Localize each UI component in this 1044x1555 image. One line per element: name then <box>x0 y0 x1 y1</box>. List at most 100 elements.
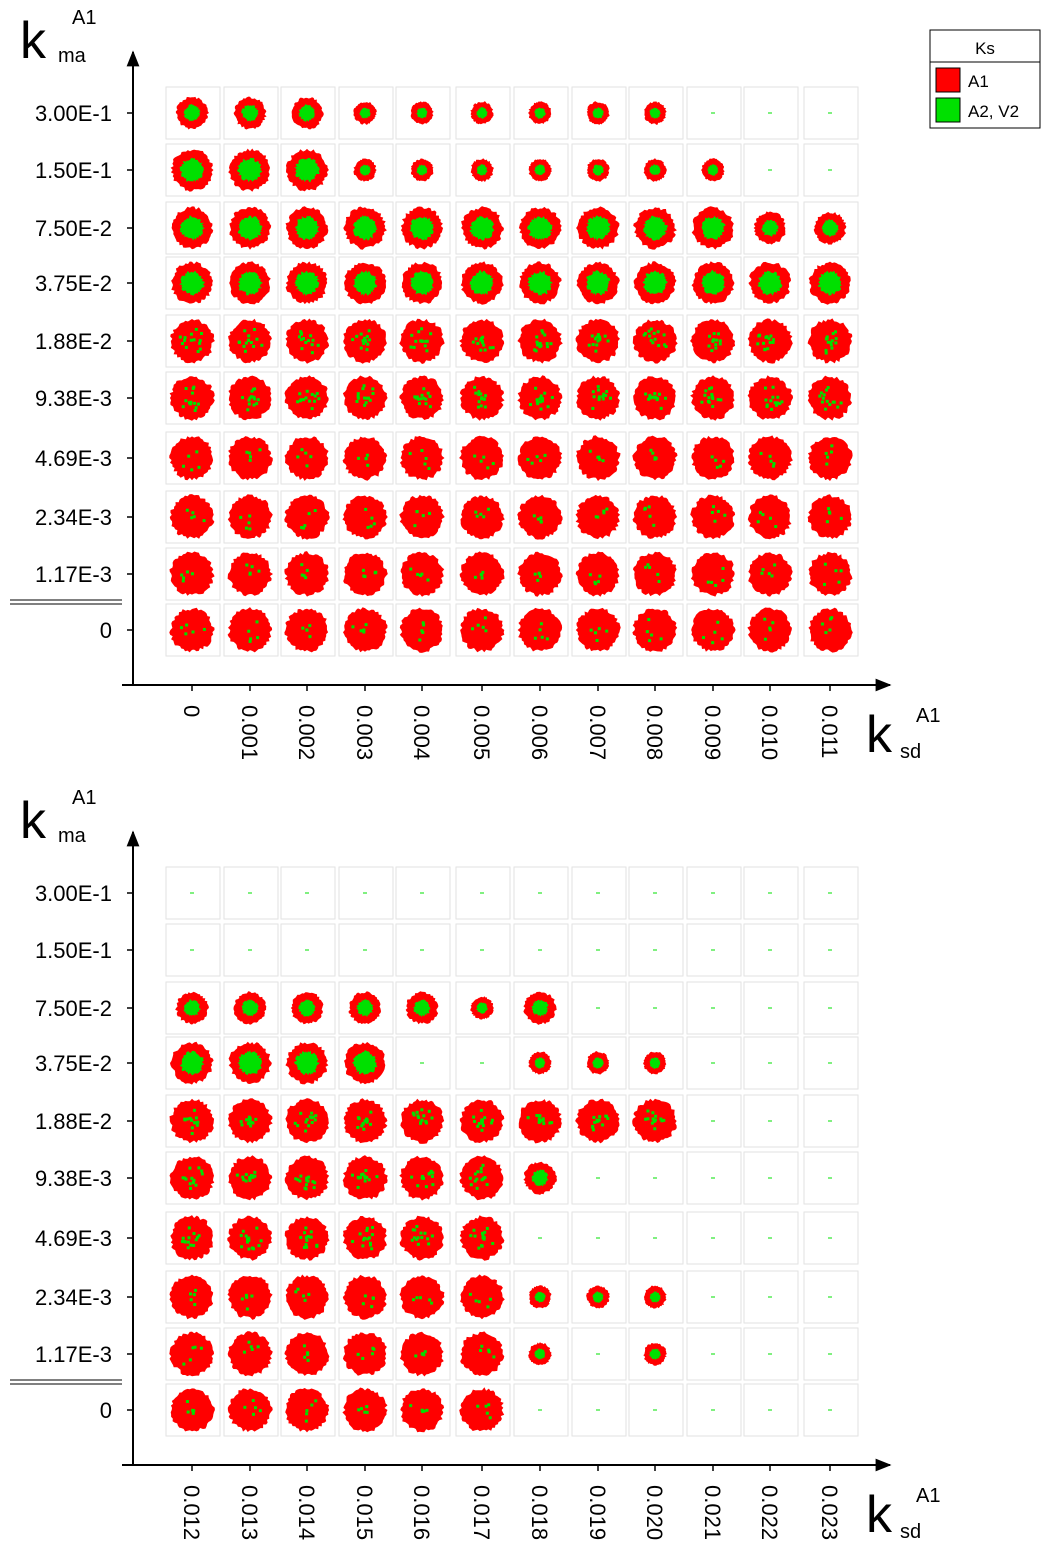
blob-speck <box>828 403 832 407</box>
y-tick-label: 2.34E-3 <box>35 1285 112 1310</box>
blob-speck <box>183 1117 187 1121</box>
blob-speck <box>304 1419 308 1423</box>
blob-speck <box>363 1176 367 1180</box>
thumbnail <box>395 603 451 657</box>
blob-speck <box>245 1307 249 1311</box>
blob-speck <box>818 394 822 398</box>
blob-speck <box>186 1246 190 1250</box>
blob-speck <box>707 396 711 400</box>
blob-speck <box>763 637 767 641</box>
blob-speck <box>367 1178 371 1182</box>
blob-speck <box>710 395 714 399</box>
thumbnail <box>395 143 451 197</box>
blob-speck <box>189 1298 193 1302</box>
blob-speck <box>191 391 195 395</box>
blob-speck <box>476 1124 480 1128</box>
blob-speck <box>548 1121 552 1125</box>
blob-speck <box>301 626 305 630</box>
blob-speck <box>194 1183 198 1187</box>
thumbnail <box>513 1211 569 1265</box>
blob-speck <box>365 1405 369 1409</box>
blob-speck <box>535 400 539 404</box>
blob-speck <box>299 1111 303 1115</box>
blob-speck <box>481 335 485 339</box>
blob-speck <box>606 1116 610 1120</box>
blob-speck <box>420 448 424 452</box>
thumbnail <box>455 981 511 1035</box>
blob-core <box>817 270 842 296</box>
blob-speck <box>305 628 309 632</box>
blob-speck <box>361 1356 365 1360</box>
blob-speck <box>420 339 424 343</box>
blob-speck <box>411 1111 415 1115</box>
blob-speck <box>426 578 430 582</box>
blob-speck <box>541 397 545 401</box>
blob-speck <box>350 1173 354 1177</box>
thumbnail <box>743 143 799 197</box>
thumbnail <box>395 314 451 368</box>
blob-speck <box>479 392 483 396</box>
blob-speck <box>476 623 480 627</box>
thumbnail <box>628 431 684 485</box>
blob-speck <box>249 637 253 641</box>
blob-speck <box>304 1183 308 1187</box>
blob-speck <box>646 563 650 567</box>
blob <box>460 1274 505 1320</box>
blob-speck <box>256 1345 260 1349</box>
blob-speck <box>364 507 368 511</box>
blob-speck <box>256 398 260 402</box>
blob-speck <box>535 455 539 459</box>
blob-speck <box>780 400 784 404</box>
blob-speck <box>834 341 838 345</box>
thumbnail <box>513 1151 569 1205</box>
blob-speck <box>302 1245 306 1249</box>
blob-speck <box>363 1119 367 1123</box>
blob-speck <box>480 1118 484 1122</box>
blob-speck <box>197 465 201 469</box>
blob-speck <box>491 346 495 350</box>
blob-speck <box>477 390 481 394</box>
thumbnail <box>165 923 221 977</box>
blob-speck <box>533 636 537 640</box>
blob-speck <box>193 401 197 405</box>
blob-speck <box>711 641 715 645</box>
thumbnail <box>280 1151 336 1205</box>
thumbnail <box>395 431 451 485</box>
blob-speck <box>248 455 252 459</box>
blob-speck <box>351 1239 355 1243</box>
blob-speck <box>258 448 262 452</box>
blob-speck <box>543 333 547 337</box>
blob-speck <box>663 343 667 347</box>
blob-speck <box>366 463 370 467</box>
blob-speck <box>314 1114 318 1118</box>
blob-speck <box>703 393 707 397</box>
blob-speck <box>361 1244 365 1248</box>
blob-speck <box>248 458 252 462</box>
blob-core <box>416 164 428 176</box>
blob-speck <box>481 625 485 629</box>
blob-speck <box>202 519 206 523</box>
blob-speck <box>239 1120 243 1124</box>
blob-speck <box>545 637 549 641</box>
blob-speck <box>653 337 657 341</box>
blob-speck <box>312 1186 316 1190</box>
blob-speck <box>252 403 256 407</box>
blob-speck <box>422 396 426 400</box>
thumbnail <box>686 866 742 920</box>
blob-speck <box>771 385 775 389</box>
blob-speck <box>702 636 706 640</box>
blob-speck <box>304 341 308 345</box>
blob-speck <box>713 519 717 523</box>
thumbnail <box>571 1270 627 1324</box>
blob-speck <box>243 349 247 353</box>
blob-speck <box>239 515 243 519</box>
blob-speck <box>196 1120 200 1124</box>
thumbnail <box>513 1036 569 1090</box>
blob-core <box>294 157 320 183</box>
y-tick-label: 3.00E-1 <box>35 101 112 126</box>
thumbnail <box>455 201 511 255</box>
blob-speck <box>492 1355 496 1359</box>
blob-speck <box>652 523 656 527</box>
blob <box>632 608 678 652</box>
blob-speck <box>252 397 256 401</box>
